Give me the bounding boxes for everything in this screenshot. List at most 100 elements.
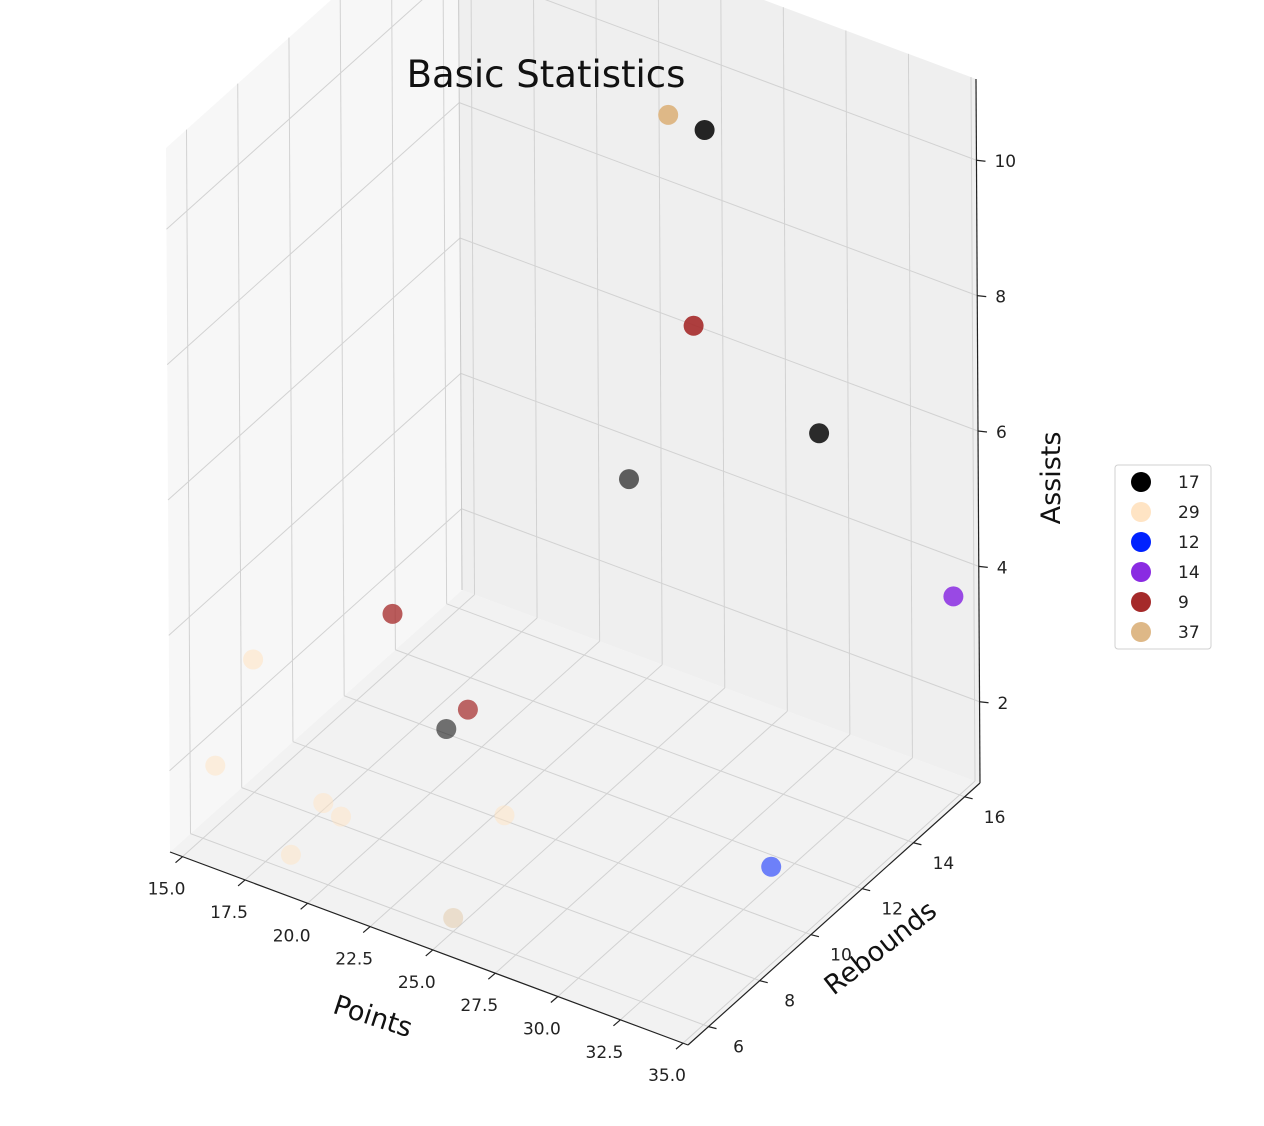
x-tick-label: 35.0 (648, 1066, 686, 1086)
x-tick-label: 32.5 (586, 1043, 624, 1063)
data-point-series-14 (943, 586, 964, 607)
data-point-series-29 (494, 805, 515, 826)
z-tick (976, 159, 986, 162)
grid-line (460, 372, 979, 567)
grid-line (544, 0, 977, 161)
y-tick (862, 888, 871, 892)
y-tick (759, 980, 768, 984)
grid-line (292, 741, 812, 936)
x-axis-label: Points (329, 990, 416, 1045)
grid-line (167, 237, 461, 501)
z-tick-label: 8 (995, 288, 1006, 308)
legend-label-12: 12 (1178, 533, 1200, 553)
pane-edge (458, 0, 463, 591)
y-tick-label: 10 (830, 946, 852, 966)
x-tick (487, 972, 496, 980)
z-tick-label: 4 (997, 558, 1008, 578)
chart-title: Basic Statistics (407, 53, 686, 96)
grid-line (369, 664, 663, 927)
z-tick-label: 10 (994, 152, 1016, 172)
data-point-series-29 (313, 793, 334, 813)
y-tick (913, 842, 922, 846)
legend-marker-17 (1131, 472, 1151, 492)
grid-line (461, 508, 980, 703)
y-tick-label: 12 (881, 900, 903, 920)
z-tick (979, 701, 989, 704)
x-tick (425, 949, 434, 957)
back-pane (458, 0, 980, 783)
y-tick-label: 16 (984, 808, 1006, 828)
grid-line (182, 594, 475, 858)
data-points (205, 104, 964, 928)
x-tick (362, 926, 371, 934)
x-tick-label: 27.5 (460, 996, 498, 1016)
legend-label-37: 37 (1178, 623, 1200, 643)
legend-label-17: 17 (1178, 473, 1200, 493)
data-point-series-29 (243, 649, 264, 670)
x-tick (613, 1019, 621, 1027)
floor-pane (170, 590, 980, 1045)
y-tick (810, 934, 820, 938)
x-tick-label: 20.0 (273, 926, 311, 946)
legend-label-9: 9 (1178, 593, 1189, 613)
z-tick-label: 6 (996, 423, 1007, 443)
z-tick (977, 430, 988, 433)
x-tick-label: 22.5 (335, 950, 373, 970)
grid-line (169, 508, 462, 772)
legend-label-14: 14 (1178, 563, 1200, 583)
data-point-series-17 (619, 469, 639, 490)
legend: 17 29 12 14 9 37 (1114, 464, 1212, 650)
data-point-series-9 (457, 699, 478, 720)
grid-line (344, 695, 863, 890)
z-tick (977, 295, 987, 298)
data-point-series-12 (761, 856, 782, 877)
y-tick-label: 6 (733, 1038, 744, 1058)
left-pane (166, 0, 462, 852)
x-tick-label: 30.0 (523, 1020, 561, 1040)
z-tick-label: 2 (998, 694, 1009, 714)
grid-line (432, 687, 726, 951)
y-tick (708, 1026, 717, 1030)
y-tick (964, 796, 973, 800)
grid-line (682, 780, 976, 1044)
y-tick-label: 8 (784, 992, 795, 1012)
axes-panes (166, 0, 980, 1045)
data-point-series-29 (205, 755, 226, 776)
x-tick-label: 25.0 (398, 973, 436, 993)
grid-line (307, 640, 600, 904)
data-point-series-17 (436, 719, 457, 739)
grid-line (459, 102, 978, 297)
data-point-series-29 (331, 806, 351, 827)
legend-marker-12 (1131, 532, 1151, 552)
z-axis-label: Assists (1036, 432, 1067, 525)
x-tick (237, 879, 246, 887)
axis-lines (169, 78, 989, 1050)
x-tick (550, 996, 559, 1003)
grid-line (168, 373, 462, 636)
grid-line (166, 102, 460, 365)
x-axis-line (169, 851, 689, 1046)
data-point-series-17 (809, 423, 830, 444)
data-point-series-37 (658, 104, 679, 125)
grid-line (241, 787, 760, 982)
x-tick (675, 1042, 684, 1050)
x-tick-label: 17.5 (210, 903, 248, 923)
data-point-series-29 (280, 844, 301, 865)
data-point-series-9 (382, 603, 403, 624)
data-point-series-9 (683, 315, 704, 336)
grid-line (190, 833, 709, 1028)
grid-line (446, 603, 965, 798)
grid-line (459, 237, 979, 432)
grid-line (620, 757, 913, 1021)
x-tick (300, 902, 309, 910)
grid-lines (166, 0, 980, 1044)
x-tick (175, 856, 183, 864)
z-tick (978, 565, 988, 568)
data-point-series-17 (694, 120, 715, 140)
legend-marker-9 (1131, 592, 1151, 612)
legend-marker-29 (1131, 502, 1151, 522)
grid-line (166, 0, 423, 230)
grid-line (395, 649, 914, 844)
legend-marker-37 (1131, 622, 1151, 642)
